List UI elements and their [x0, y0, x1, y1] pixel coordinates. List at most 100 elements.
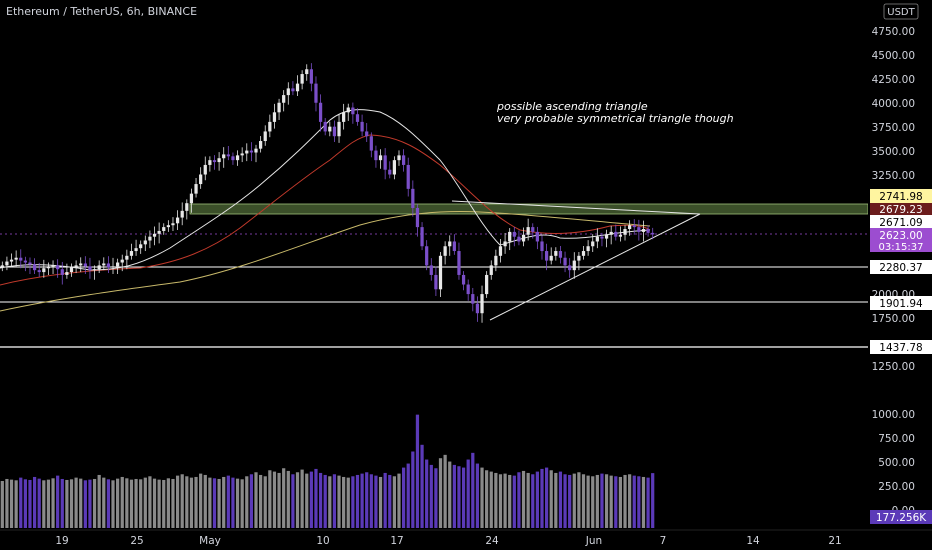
- symbol-title[interactable]: Ethereum / TetherUS, 6h, BINANCE: [6, 5, 197, 18]
- candle-body[interactable]: [420, 227, 424, 247]
- candle-body[interactable]: [531, 227, 535, 232]
- candle-body[interactable]: [383, 155, 387, 170]
- candle-body[interactable]: [369, 136, 373, 151]
- candle-body[interactable]: [139, 244, 143, 249]
- candle-body[interactable]: [604, 234, 609, 239]
- candle-body[interactable]: [14, 257, 18, 260]
- candle-body[interactable]: [240, 153, 244, 156]
- candle-body[interactable]: [106, 263, 111, 268]
- candle-body[interactable]: [148, 236, 152, 241]
- candle-body[interactable]: [318, 102, 323, 122]
- candle-body[interactable]: [475, 303, 480, 314]
- candle-body[interactable]: [175, 217, 180, 224]
- candle-body[interactable]: [378, 155, 383, 161]
- candle-body[interactable]: [235, 155, 240, 161]
- candle-body[interactable]: [268, 121, 272, 132]
- candle-body[interactable]: [185, 203, 189, 211]
- candle-body[interactable]: [392, 160, 396, 175]
- volume-tag[interactable]: 177.256K: [870, 510, 932, 524]
- candle-body[interactable]: [46, 266, 51, 269]
- candle-body[interactable]: [540, 241, 544, 252]
- candle-body[interactable]: [74, 265, 78, 268]
- candle-body[interactable]: [231, 156, 235, 161]
- candle-body[interactable]: [208, 160, 212, 165]
- candle-body[interactable]: [0, 265, 4, 268]
- candle-body[interactable]: [554, 251, 558, 256]
- candle-body[interactable]: [32, 264, 37, 271]
- candle-body[interactable]: [79, 263, 83, 266]
- candle-body[interactable]: [129, 251, 134, 256]
- candle-body[interactable]: [157, 230, 161, 234]
- candle-body[interactable]: [508, 231, 512, 242]
- candle-body[interactable]: [309, 69, 313, 84]
- candle-body[interactable]: [646, 229, 650, 233]
- candle-body[interactable]: [254, 148, 258, 153]
- candle-body[interactable]: [111, 266, 115, 268]
- tag-2679[interactable]: 2679.23: [870, 203, 932, 216]
- candle-body[interactable]: [406, 164, 410, 189]
- candle-body[interactable]: [337, 121, 341, 137]
- candle-body[interactable]: [125, 255, 129, 260]
- candle-body[interactable]: [374, 150, 378, 161]
- candle-body[interactable]: [65, 272, 69, 275]
- candle-body[interactable]: [102, 263, 106, 266]
- candle-body[interactable]: [171, 223, 175, 226]
- candle-body[interactable]: [217, 158, 221, 163]
- candle-body[interactable]: [9, 259, 14, 262]
- candle-body[interactable]: [346, 107, 350, 113]
- candle-body[interactable]: [434, 274, 438, 290]
- candle-body[interactable]: [37, 270, 41, 273]
- candle-body[interactable]: [272, 112, 277, 122]
- candle-body[interactable]: [97, 265, 101, 270]
- candle-body[interactable]: [609, 231, 613, 235]
- currency-badge[interactable]: USDT: [883, 3, 919, 20]
- candle-body[interactable]: [19, 257, 23, 261]
- candle-body[interactable]: [300, 74, 304, 84]
- candle-body[interactable]: [83, 263, 87, 267]
- candle-body[interactable]: [277, 102, 281, 113]
- candle-body[interactable]: [526, 227, 530, 235]
- candle-body[interactable]: [56, 265, 60, 270]
- candle-body[interactable]: [152, 233, 157, 237]
- annotation-line-1[interactable]: possible ascending triangle: [496, 100, 648, 113]
- candle-body[interactable]: [544, 251, 549, 261]
- candle-body[interactable]: [259, 141, 263, 149]
- candle-body[interactable]: [226, 154, 230, 157]
- candle-body[interactable]: [323, 121, 327, 132]
- candle-body[interactable]: [457, 251, 461, 275]
- candle-body[interactable]: [415, 207, 420, 228]
- tag-1437[interactable]: 1437.78: [870, 340, 932, 354]
- candle-body[interactable]: [466, 284, 470, 295]
- candle-body[interactable]: [595, 236, 599, 242]
- candle-body[interactable]: [614, 231, 618, 237]
- candle-body[interactable]: [637, 227, 641, 232]
- candle-body[interactable]: [291, 88, 295, 92]
- candle-body[interactable]: [448, 241, 452, 247]
- candle-body[interactable]: [425, 246, 429, 266]
- candle-body[interactable]: [69, 267, 74, 273]
- candle-body[interactable]: [194, 184, 198, 194]
- candle-body[interactable]: [586, 246, 590, 252]
- candle-body[interactable]: [51, 265, 55, 267]
- candle-body[interactable]: [388, 169, 392, 175]
- candle-body[interactable]: [397, 155, 401, 161]
- candle-body[interactable]: [503, 241, 507, 247]
- candle-body[interactable]: [651, 232, 655, 235]
- candle-body[interactable]: [494, 255, 498, 266]
- candle-body[interactable]: [120, 259, 124, 263]
- candle-body[interactable]: [162, 227, 166, 231]
- candle-body[interactable]: [166, 225, 170, 228]
- candle-body[interactable]: [360, 121, 364, 132]
- candle-body[interactable]: [212, 160, 217, 163]
- candle-body[interactable]: [199, 174, 203, 185]
- last-price-tag[interactable]: 2623.00 03:15:37: [870, 228, 932, 253]
- time-axis[interactable]: 19 25 May 10 17 24 Jun 7 14 21: [55, 535, 841, 547]
- candle-body[interactable]: [116, 262, 120, 267]
- tag-2741[interactable]: 2741.98: [870, 189, 932, 203]
- candle-body[interactable]: [572, 260, 576, 271]
- candle-body[interactable]: [314, 83, 318, 103]
- candle-body[interactable]: [623, 229, 627, 235]
- candle-body[interactable]: [581, 251, 586, 256]
- candle-body[interactable]: [282, 95, 286, 103]
- candle-body[interactable]: [263, 131, 267, 142]
